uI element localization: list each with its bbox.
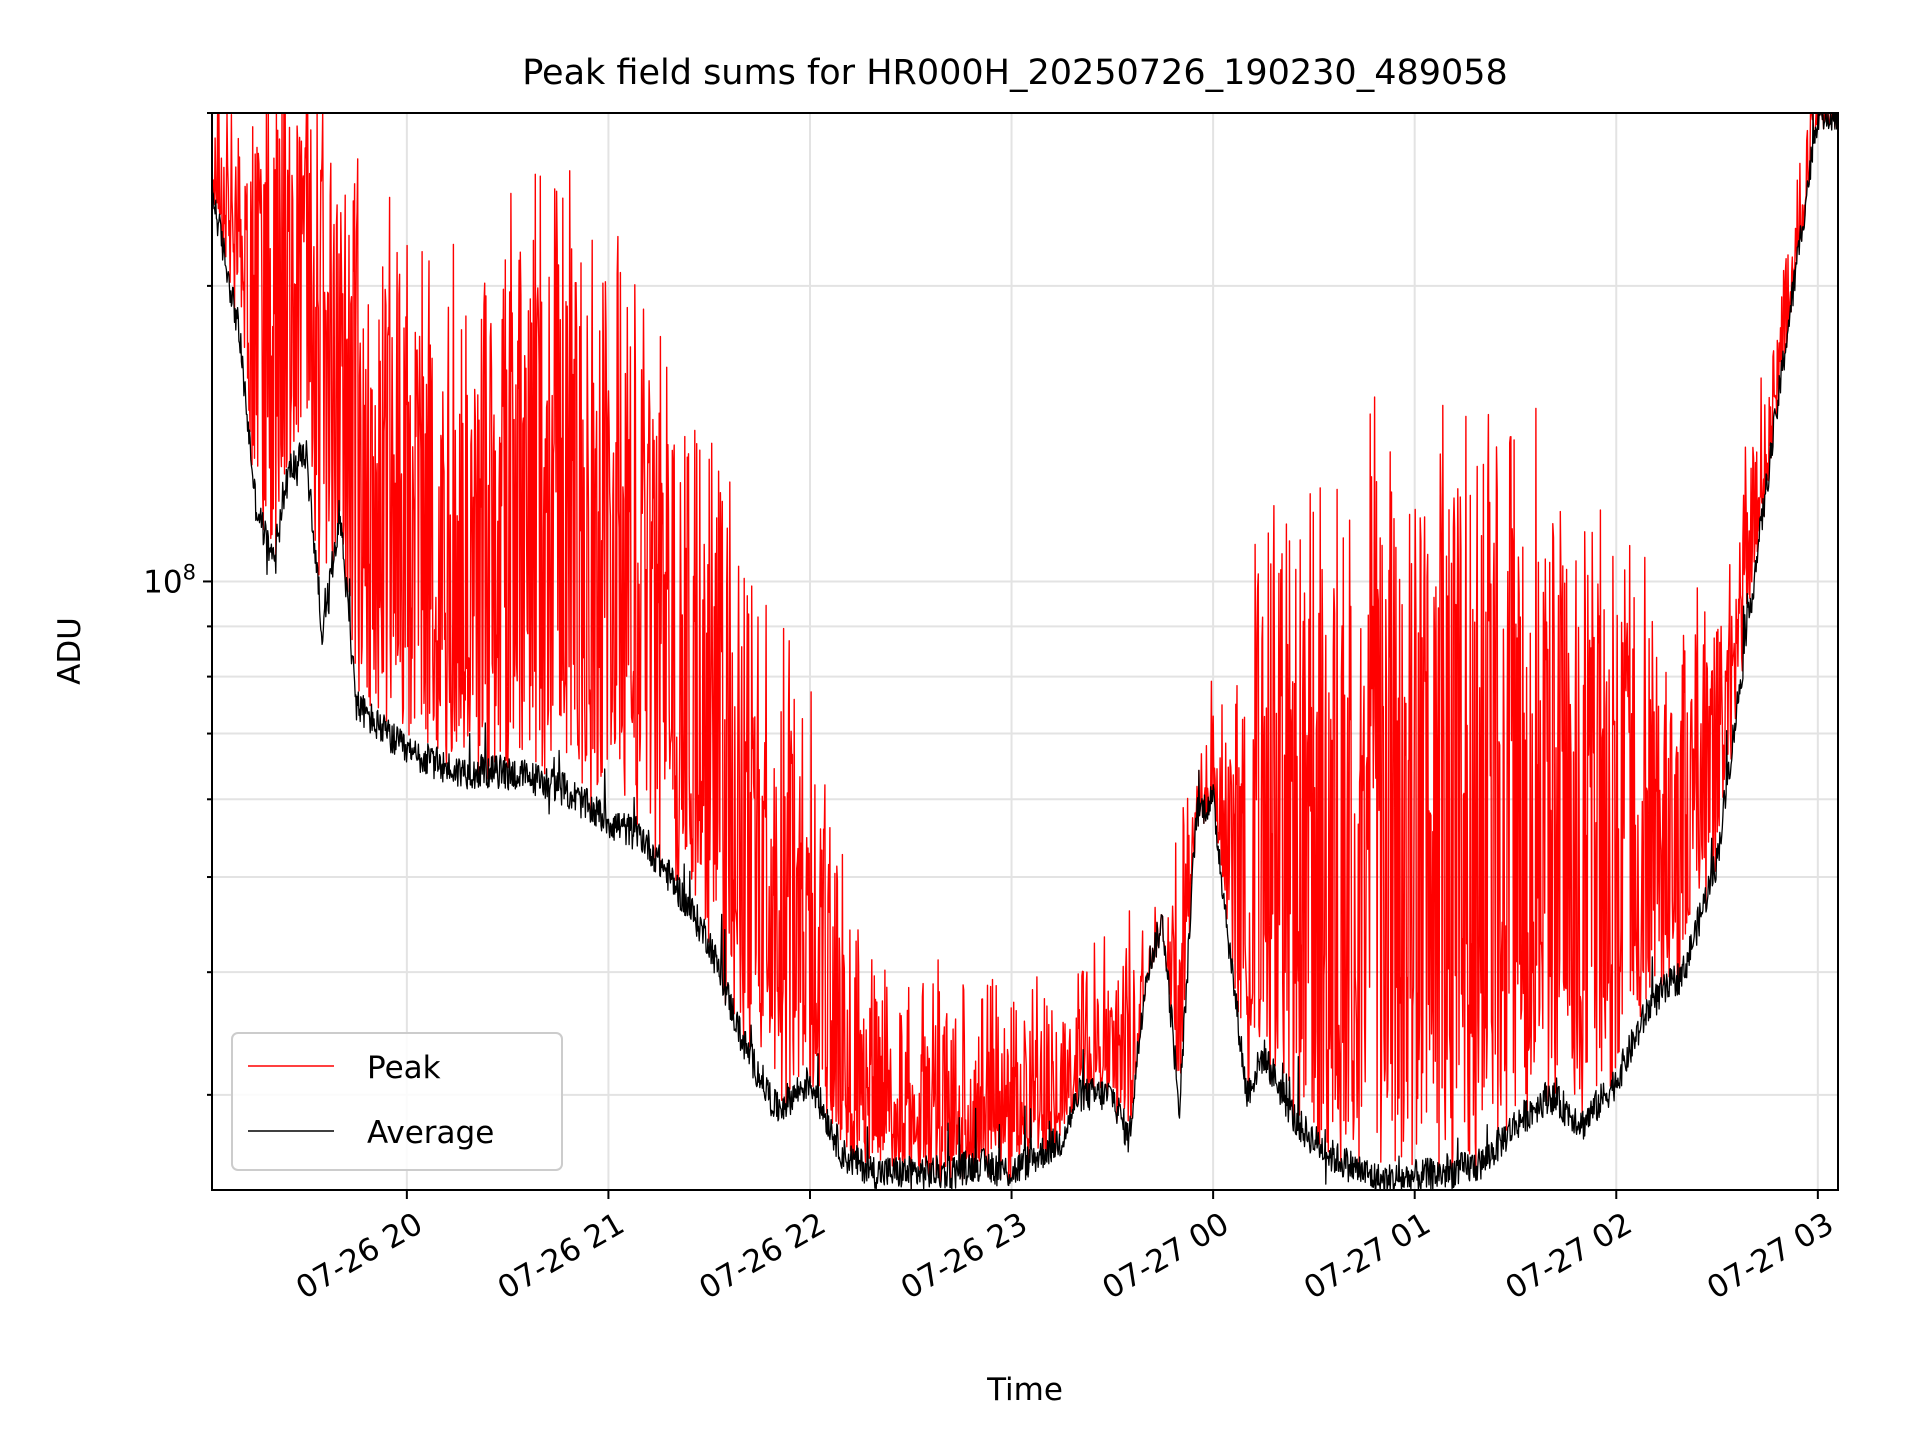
chart-title: Peak field sums for HR000H_20250726_1902… [522, 53, 1508, 93]
legend-peak-label: Peak [367, 1050, 441, 1086]
series-layer [211, 112, 1839, 1191]
y-tick-label: 108 [143, 560, 196, 600]
average-line [211, 112, 1839, 1191]
y-axis: 108 [143, 112, 212, 1096]
peak-line [211, 112, 1839, 1191]
average-series [211, 112, 1839, 1191]
legend-box [231, 1032, 563, 1171]
axes-frame [211, 112, 1839, 1191]
y-axis-label: ADU [52, 617, 88, 685]
peak-series [211, 112, 1839, 1191]
legend: Peak Average [231, 1032, 563, 1171]
legend-average-label: Average [367, 1115, 494, 1151]
x-axis-label: Time [986, 1372, 1063, 1408]
